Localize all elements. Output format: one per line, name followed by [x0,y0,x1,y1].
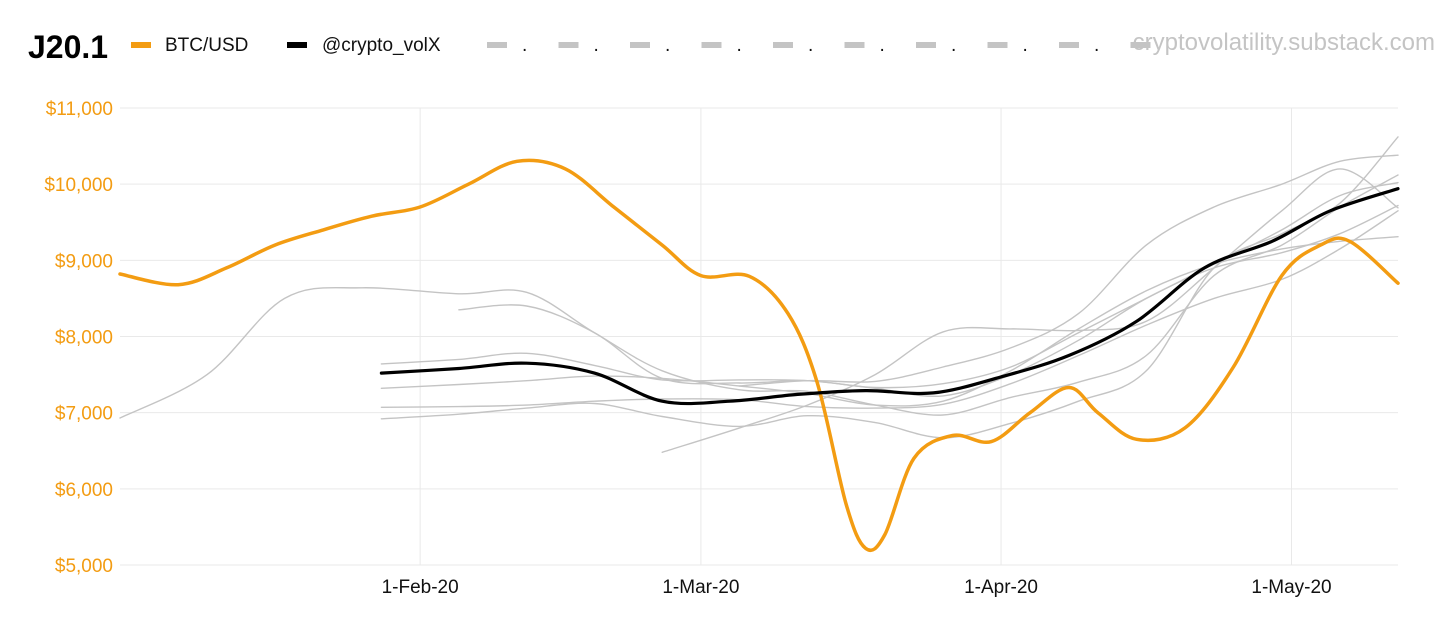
legend-label-forecast: . [1023,35,1028,56]
series-line-forecast [738,154,1399,387]
series-line-btc-usd [118,158,1400,553]
axes: $5,000 $6,000 $7,000 $8,000 $9,000 $10,000 $11… [44,99,1331,598]
legend-label-forecast: . [522,35,527,56]
watermark: cryptovolatility.substack.com [1133,29,1435,56]
legend-label-volx: @crypto_volX [322,35,441,56]
series-line-forecast [661,168,1399,453]
series-line-crypto-volx [379,187,1400,406]
legend-label-forecast: . [951,35,956,56]
y-tick-label: $9,000 [55,251,113,272]
legend-label-forecast: . [737,35,742,56]
series-line-forecast [380,204,1399,398]
x-tick-label: 1-May-20 [1251,577,1331,598]
y-tick-label: $10,000 [44,175,113,196]
legend-label-forecast: . [1094,35,1099,56]
series-line-forecast [380,210,1399,409]
y-tick-label: $5,000 [55,556,113,577]
legend-label-forecast: . [594,35,599,56]
chart-header: J20.1 BTC/USD @crypto_volX ......... cry… [28,29,1435,65]
legend-label-forecast: . [808,35,813,56]
x-tick-label: 1-Mar-20 [662,577,739,598]
series-line-forecast [119,174,1399,419]
legend-label-forecast: . [665,35,670,56]
x-tick-label: 1-Apr-20 [964,577,1038,598]
y-tick-label: $8,000 [55,328,113,349]
y-tick-label: $6,000 [55,480,113,501]
legend-label-forecast: . [880,35,885,56]
x-tick-label: 1-Feb-20 [382,577,459,598]
series-line-forecast [380,236,1399,407]
chart-title: J20.1 [28,29,108,65]
series-layer [118,136,1400,553]
y-tick-label: $11,000 [46,99,113,120]
legend-label-btc: BTC/USD [165,35,248,56]
y-tick-label: $7,000 [55,404,113,425]
grid [120,107,1398,566]
series-line-forecast [458,181,1399,389]
legend-forecast-entries: ......... [487,35,1151,56]
